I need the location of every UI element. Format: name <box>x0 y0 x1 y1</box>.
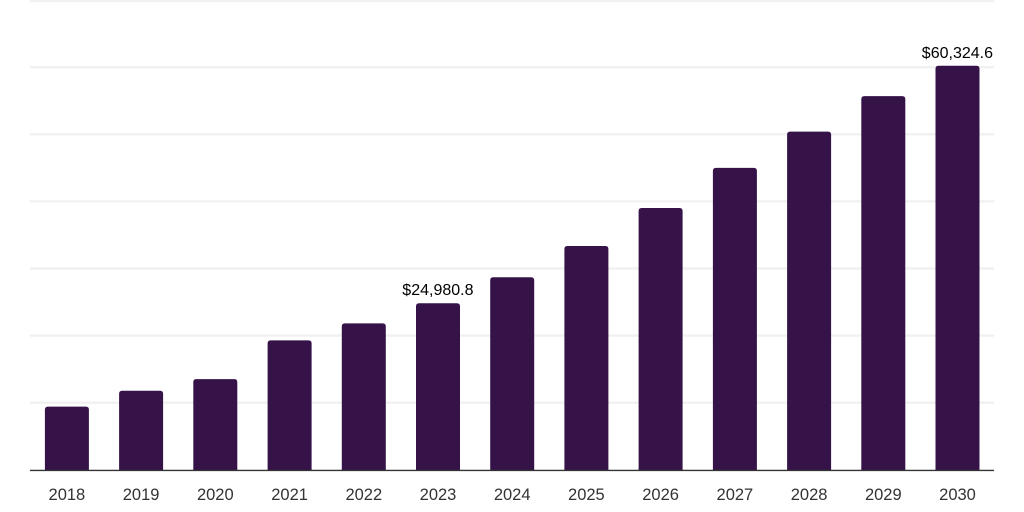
svg-text:2028: 2028 <box>791 486 828 504</box>
svg-text:$24,980.8: $24,980.8 <box>402 282 473 299</box>
svg-text:2022: 2022 <box>345 486 382 504</box>
svg-text:2029: 2029 <box>865 486 902 504</box>
svg-text:2025: 2025 <box>568 486 605 504</box>
svg-text:2019: 2019 <box>123 486 160 504</box>
svg-text:2023: 2023 <box>420 486 457 504</box>
svg-text:2030: 2030 <box>939 486 976 504</box>
svg-text:2026: 2026 <box>642 486 679 504</box>
svg-text:$60,324.6: $60,324.6 <box>922 45 993 62</box>
svg-text:2021: 2021 <box>271 486 308 504</box>
svg-text:2027: 2027 <box>717 486 754 504</box>
svg-text:2018: 2018 <box>49 486 86 504</box>
svg-text:2020: 2020 <box>197 486 234 504</box>
svg-text:2024: 2024 <box>494 486 531 504</box>
